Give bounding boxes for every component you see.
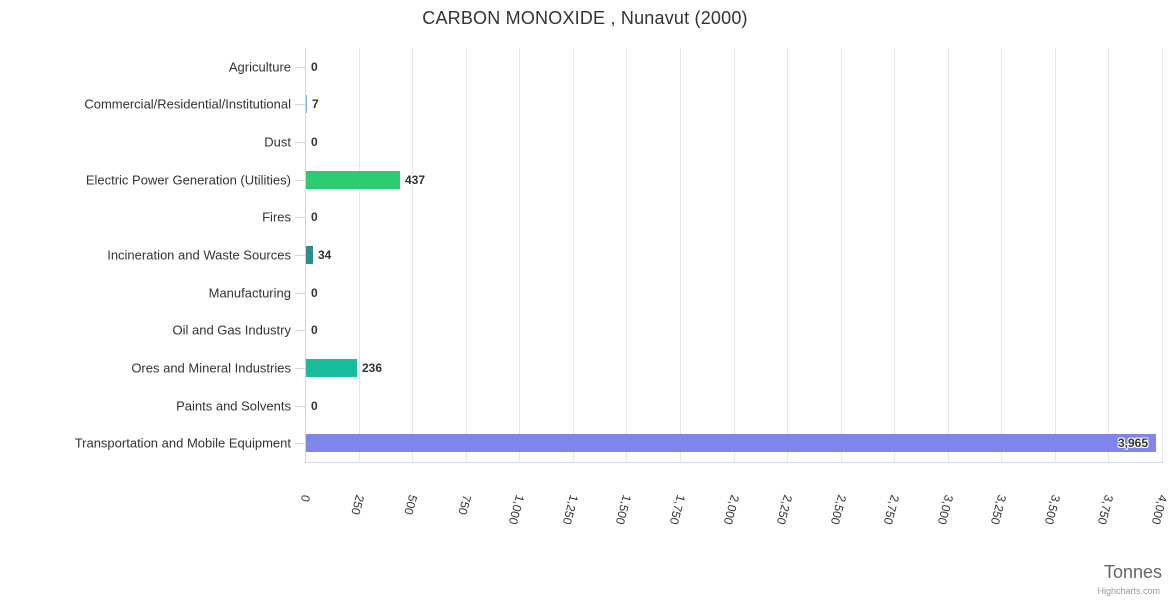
category-label: Dust <box>264 134 291 150</box>
value-label: 236 <box>362 361 383 375</box>
bar[interactable] <box>306 95 307 113</box>
category-tick <box>295 217 305 218</box>
gridline <box>573 48 574 462</box>
gridline <box>841 48 842 462</box>
category-label: Transportation and Mobile Equipment <box>74 435 291 451</box>
x-tick-label: 3,750 <box>1094 493 1116 527</box>
gridline <box>519 48 520 462</box>
category-label: Fires <box>262 209 291 225</box>
category-tick <box>295 368 305 369</box>
value-label: 0 <box>311 135 318 149</box>
value-axis-line <box>305 462 1163 463</box>
bar[interactable] <box>306 434 1156 452</box>
category-label: Incineration and Waste Sources <box>107 247 291 263</box>
gridline <box>680 48 681 462</box>
x-axis-title: Tonnes <box>1103 562 1162 582</box>
gridline <box>466 48 467 462</box>
x-tick-label: 1,750 <box>666 493 688 527</box>
category-label: Paints and Solvents <box>176 398 291 414</box>
category-tick <box>295 255 305 256</box>
bar[interactable] <box>306 359 357 377</box>
highcharts-credit-link[interactable]: Highcharts.com <box>1097 586 1160 596</box>
gridline <box>1055 48 1056 462</box>
category-label: Ores and Mineral Industries <box>131 360 291 376</box>
x-tick-label: 3,500 <box>1041 493 1063 527</box>
category-tick <box>295 406 305 407</box>
category-tick <box>295 443 305 444</box>
gridline <box>1001 48 1002 462</box>
x-tick-label: 1,000 <box>505 493 527 527</box>
value-label: 3,965 <box>1117 436 1148 450</box>
x-tick-label: 500 <box>401 493 420 517</box>
x-tick-label: 2,250 <box>773 493 795 527</box>
x-tick-label: 2,500 <box>827 493 849 527</box>
gridline <box>626 48 627 462</box>
category-tick <box>295 330 305 331</box>
category-tick <box>295 293 305 294</box>
bar[interactable] <box>306 246 313 264</box>
category-label: Manufacturing <box>208 285 291 301</box>
x-tick-label: 1,250 <box>559 493 581 527</box>
value-label: 34 <box>318 248 332 262</box>
category-axis-line <box>305 48 306 463</box>
category-label: Electric Power Generation (Utilities) <box>85 172 291 188</box>
chart-title: CARBON MONOXIDE , Nunavut (2000) <box>422 8 748 28</box>
x-tick-label: 250 <box>348 493 367 517</box>
value-label: 0 <box>311 286 318 300</box>
category-label: Commercial/Residential/Institutional <box>84 96 291 112</box>
category-label: Agriculture <box>228 59 291 75</box>
x-tick-label: 4,000 <box>1148 493 1170 527</box>
gridline <box>894 48 895 462</box>
gridline <box>1162 48 1163 462</box>
value-label: 0 <box>311 60 318 74</box>
category-tick <box>295 180 305 181</box>
value-label: 0 <box>311 210 318 224</box>
value-label: 0 <box>311 323 318 337</box>
x-tick-label: 750 <box>455 493 474 517</box>
gridline <box>734 48 735 462</box>
gridline <box>359 48 360 462</box>
x-tick-label: 2,000 <box>720 493 742 527</box>
category-tick <box>295 142 305 143</box>
value-label: 437 <box>405 173 426 187</box>
x-tick-label: 3,250 <box>987 493 1009 527</box>
category-tick <box>295 104 305 105</box>
gridline <box>787 48 788 462</box>
value-label: 7 <box>312 97 319 111</box>
x-tick-label: 0 <box>297 493 313 504</box>
gridline <box>1108 48 1109 462</box>
plot-area <box>305 48 1163 462</box>
category-tick <box>295 67 305 68</box>
bar[interactable] <box>306 171 400 189</box>
category-label: Oil and Gas Industry <box>172 322 292 338</box>
gridline <box>412 48 413 462</box>
x-tick-label: 1,500 <box>612 493 634 527</box>
x-tick-label: 2,750 <box>880 493 902 527</box>
gridline <box>948 48 949 462</box>
value-label: 0 <box>311 399 318 413</box>
x-tick-label: 3,000 <box>934 493 956 527</box>
